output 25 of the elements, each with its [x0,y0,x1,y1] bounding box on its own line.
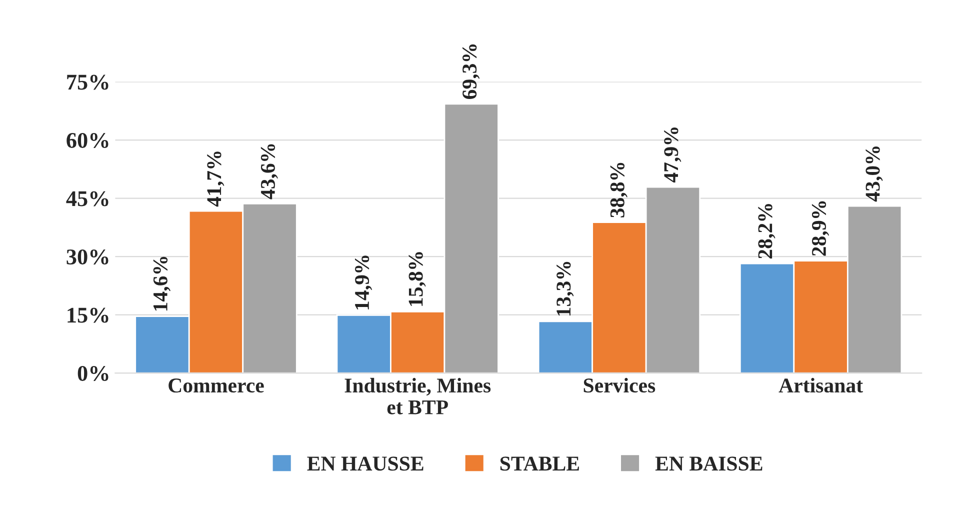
legend-label: EN BAISSE [655,456,762,471]
data-label: 43,6% [260,144,278,200]
data-label: 28,2% [758,204,776,258]
y-tick-label: 75% [67,74,108,90]
data-label: 69,3% [462,44,480,100]
y-tick-label: 15% [68,308,108,323]
y-tick-label: 0% [78,366,108,382]
data-label: 28,9% [812,201,830,256]
data-label: 41,7% [207,152,224,207]
data-label: 15,8% [408,252,426,306]
x-tick-label: Industrie, Mines et BTP [344,378,491,414]
x-tick-label: Services [584,378,656,393]
data-label: 43,0% [866,146,883,202]
x-tick-label: Commerce [168,378,264,393]
data-label: 13,3% [556,262,574,316]
y-tick-label: 30% [66,249,108,265]
data-label: 14,6% [153,256,170,310]
y-tick-label: 60% [66,132,108,148]
y-tick-label: 45% [66,191,108,206]
data-label: 14,9% [354,256,372,310]
data-label: 38,8% [610,162,628,218]
x-tick-label: Artisanat [778,378,863,393]
legend-label: STABLE [500,456,579,471]
data-label: 47,9% [664,128,682,183]
legend-label: EN HAUSSE [307,456,424,471]
